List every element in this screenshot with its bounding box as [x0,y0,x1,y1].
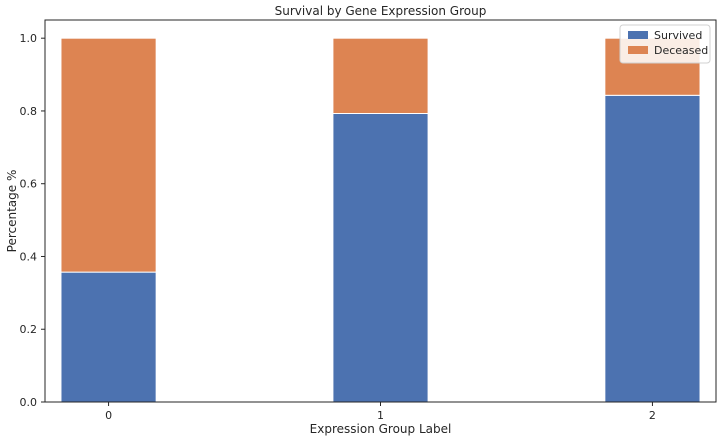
x-axis-ticks: 0 1 2 [105,402,656,422]
y-tick-label: 0.0 [20,396,38,409]
y-tick-label: 0.6 [20,178,38,191]
bar-survived-1 [332,112,429,403]
bar-survived-0 [60,271,157,403]
x-tick-label: 0 [105,409,112,422]
x-tick-label: 1 [377,409,384,422]
legend-swatch-deceased [628,46,648,54]
x-axis-label: Expression Group Label [310,422,452,436]
bar-deceased-0 [60,37,157,273]
bar-deceased-1 [332,37,429,114]
legend-label-deceased: Deceased [654,44,708,57]
y-axis-label: Percentage % [5,170,19,253]
chart-title: Survival by Gene Expression Group [275,4,487,18]
legend-swatch-survived [628,31,648,39]
y-tick-label: 1.0 [20,32,38,45]
y-tick-label: 0.2 [20,323,38,336]
bar-survived-2 [604,94,701,403]
y-tick-label: 0.8 [20,105,38,118]
y-tick-label: 0.4 [20,250,38,263]
bars-layer [60,37,701,403]
x-tick-label: 2 [649,409,656,422]
legend-label-survived: Survived [654,29,702,42]
legend: Survived Deceased [619,24,711,64]
y-axis-ticks: 0.0 0.2 0.4 0.6 0.8 1.0 [20,32,45,409]
